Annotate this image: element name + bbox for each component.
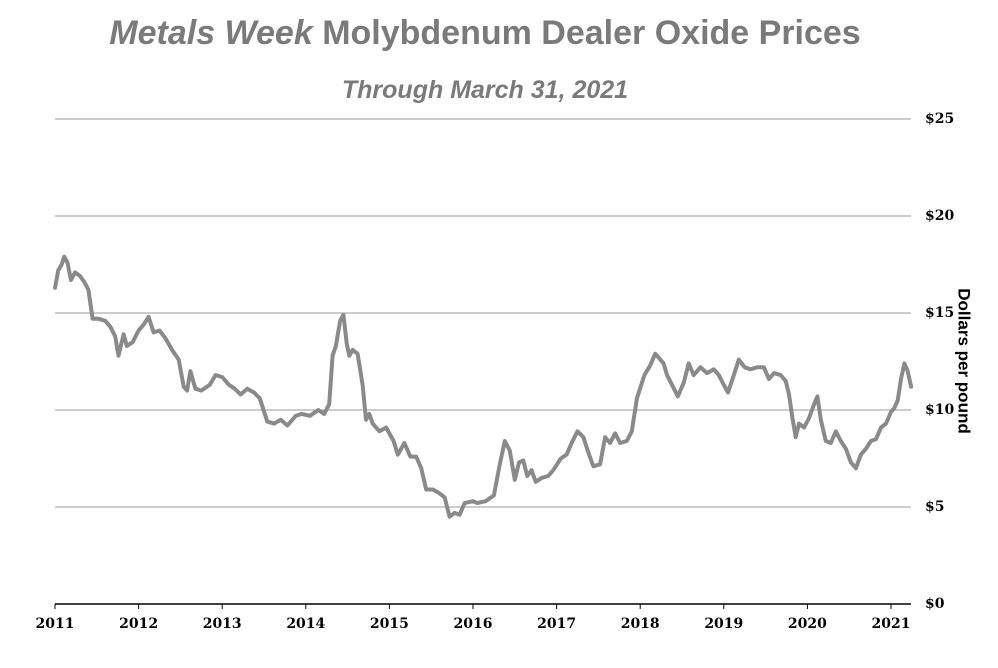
chart-title: Metals Week Molybdenum Dealer Oxide Pric… [0, 14, 970, 53]
chart-title-italic: Metals Week [109, 14, 313, 52]
x-tick-label: 2011 [36, 616, 75, 632]
y-axis-ticks: $0 $5 $10 $15 $20 $25 [925, 111, 954, 612]
price-line [53, 254, 914, 519]
x-tick-label: 2020 [788, 616, 827, 632]
x-tick-label: 2012 [119, 616, 158, 632]
y-tick-label: $10 [925, 402, 954, 418]
x-tick-label: 2013 [203, 616, 242, 632]
gridlines [55, 118, 911, 508]
series-layer [53, 254, 914, 519]
y-tick-label: $20 [925, 208, 954, 224]
y-tick-label: $0 [925, 596, 945, 612]
x-tick-label: 2015 [370, 616, 409, 632]
x-tick-label: 2021 [872, 616, 911, 632]
x-tick-label: 2018 [621, 616, 660, 632]
x-tick-label: 2014 [286, 616, 325, 632]
x-tick-label: 2019 [704, 616, 743, 632]
y-tick-label: $5 [925, 499, 944, 515]
chart-subtitle: Through March 31, 2021 [341, 76, 629, 104]
x-axis: 2011 2012 2013 2014 2015 2016 2017 2018 2019 2020… [36, 603, 911, 632]
x-tick-label: 2017 [537, 616, 576, 632]
y-axis-title: Dollars per pound [955, 288, 974, 433]
x-tick-label: 2016 [454, 616, 493, 632]
chart-title-rest: Molybdenum Dealer Oxide Prices [312, 14, 861, 52]
y-tick-label: $25 [925, 111, 954, 127]
y-tick-label: $15 [925, 305, 954, 321]
